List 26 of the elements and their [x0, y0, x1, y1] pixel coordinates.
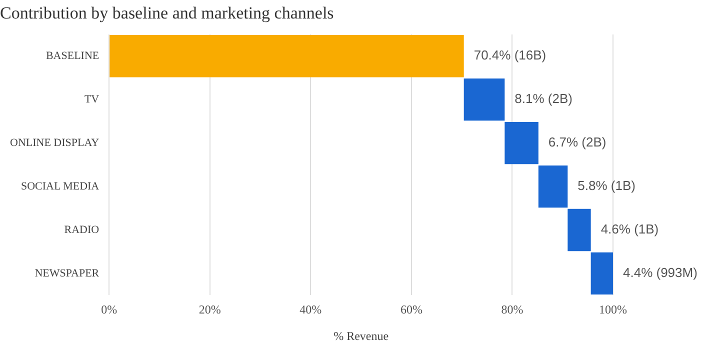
bar — [464, 78, 505, 121]
data-label: 8.1% (2B) — [514, 91, 572, 106]
x-tick-label: 0% — [101, 302, 118, 317]
y-tick-label: BASELINE — [46, 50, 100, 62]
x-tick-label: 20% — [198, 302, 221, 317]
x-axis-title: % Revenue — [334, 328, 389, 343]
chart-title: Contribution by baseline and marketing channels — [0, 4, 334, 23]
bar — [538, 165, 568, 208]
x-tick-label: 60% — [400, 302, 422, 317]
data-label: 6.7% (2B) — [548, 134, 606, 150]
data-label: 4.6% (1B) — [600, 222, 659, 237]
data-label: 70.4% (16B) — [474, 48, 546, 63]
y-tick-label: SOCIAL MEDIA — [21, 180, 100, 192]
y-tick-label: RADIO — [64, 224, 100, 236]
y-tick-label: NEWSPAPER — [34, 267, 100, 280]
y-tick-label: ONLINE DISPLAY — [10, 136, 100, 149]
data-label: 5.8% (1B) — [578, 178, 636, 194]
bar — [504, 122, 538, 164]
x-tick-label: 40% — [300, 302, 322, 317]
x-tick-label: 100% — [599, 302, 627, 317]
bar — [590, 252, 613, 295]
y-tick-label: TV — [84, 93, 100, 106]
bar — [110, 35, 464, 78]
data-label: 4.4% (993M) — [623, 265, 698, 280]
bar — [568, 208, 591, 252]
x-tick-label: 80% — [501, 302, 524, 317]
